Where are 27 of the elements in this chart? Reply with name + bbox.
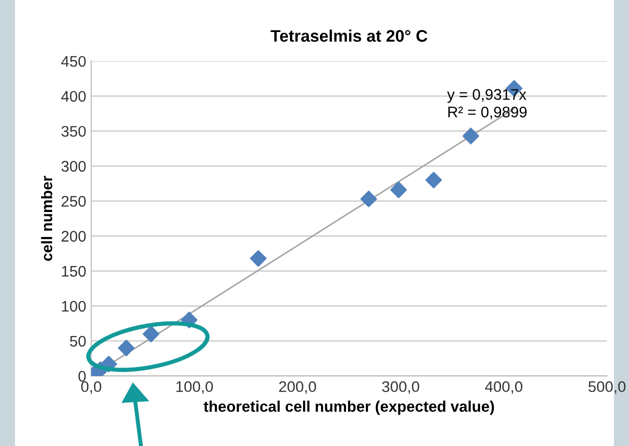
chart-title: Tetraselmis at 20° C bbox=[270, 30, 428, 42]
y-tick-label: 300 bbox=[61, 160, 86, 172]
y-tick-label: 450 bbox=[61, 56, 86, 67]
x-tick-label: 300,0 bbox=[382, 381, 420, 394]
x-tick-label: 400,0 bbox=[485, 381, 522, 394]
y-tick-label: 100 bbox=[62, 300, 86, 312]
x-axis-title: theoretical cell number (expected value) bbox=[204, 400, 494, 415]
y-tick-label: 350 bbox=[61, 126, 86, 137]
x-tick-label: 0,0 bbox=[81, 381, 102, 394]
y-axis-title: cell number bbox=[41, 176, 52, 261]
y-tick-label: 150 bbox=[62, 266, 86, 277]
x-tick-label: 200,0 bbox=[279, 381, 316, 394]
point bbox=[425, 172, 442, 188]
y-tick-label: 250 bbox=[62, 196, 86, 207]
y-tick-label: 400 bbox=[61, 90, 86, 102]
y-tick-label: 0 bbox=[78, 370, 86, 382]
x-tick-label: 500,0 bbox=[588, 381, 626, 394]
y-tick-label: 50 bbox=[70, 336, 86, 347]
annotation: y = 0,9317x R² = 0,9899 bbox=[447, 89, 527, 120]
point bbox=[142, 326, 160, 342]
y-tick-label: 200 bbox=[62, 230, 86, 242]
point bbox=[462, 128, 480, 144]
point bbox=[360, 190, 377, 208]
point bbox=[390, 182, 407, 198]
point bbox=[250, 250, 267, 267]
point bbox=[118, 340, 135, 356]
x-tick-label: 100,0 bbox=[176, 381, 213, 394]
